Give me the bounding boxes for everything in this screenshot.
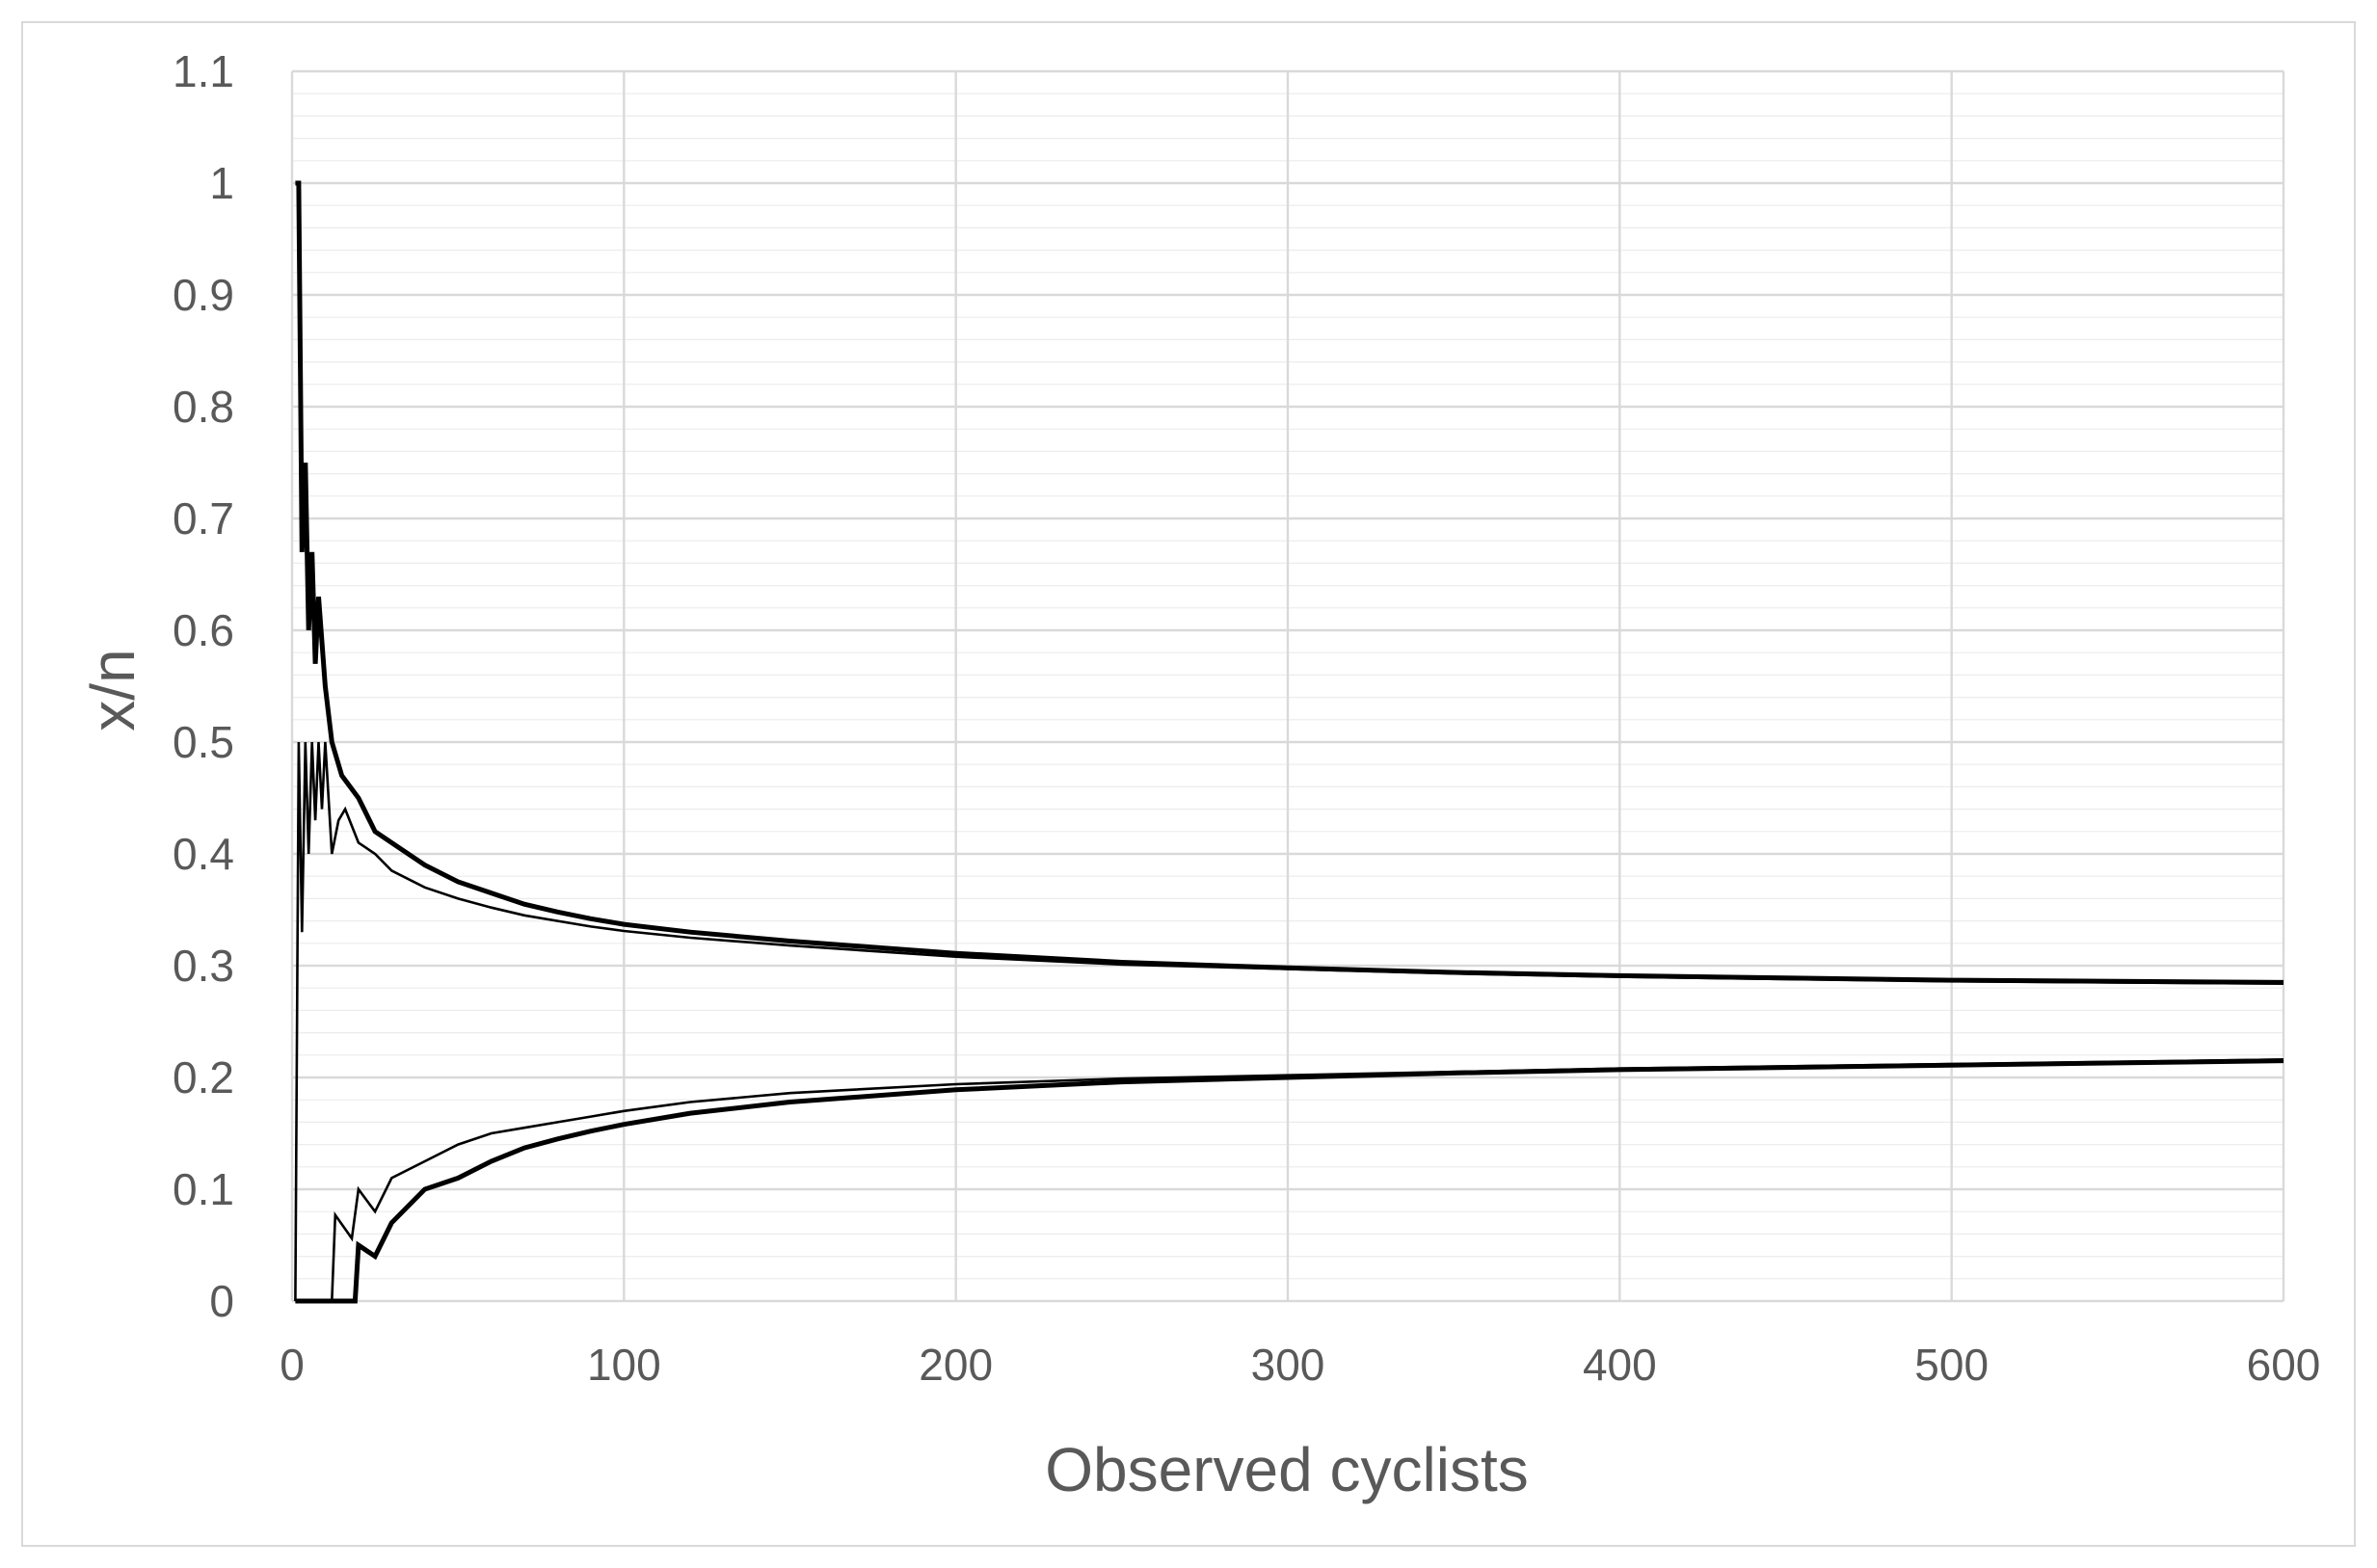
y-tick-label: 0.3 xyxy=(173,941,234,991)
x-axis-title: Observed cyclists xyxy=(1045,1435,1528,1504)
series-upper-bound-thick xyxy=(295,180,2284,985)
y-tick-label: 0.5 xyxy=(173,717,234,767)
y-tick-label: 1.1 xyxy=(173,46,234,96)
y-tick-label: 0.9 xyxy=(173,270,234,320)
y-tick-label: 1 xyxy=(209,158,234,208)
x-tick-label: 200 xyxy=(919,1340,993,1390)
y-tick-label: 0.4 xyxy=(173,829,234,879)
y-tick-label: 0 xyxy=(209,1276,234,1326)
y-tick-label: 0.1 xyxy=(173,1164,234,1214)
x-tick-label: 100 xyxy=(587,1340,661,1390)
x-tick-label: 400 xyxy=(1583,1340,1657,1390)
y-tick-label: 0.6 xyxy=(173,605,234,655)
vertical-gridlines xyxy=(290,71,2285,1301)
x-tick-label: 600 xyxy=(2247,1340,2321,1390)
y-axis-title: x/n xyxy=(78,649,147,731)
x-tick-label: 300 xyxy=(1251,1340,1325,1390)
series-layer xyxy=(294,180,2284,1304)
y-tick-label: 0.8 xyxy=(173,382,234,432)
chart-frame: 0 0.1 0.2 0.3 0.4 0.5 0.6 0.7 0.8 0.9 1 1.1 0 100 200… xyxy=(21,21,2356,1547)
line-chart: 0 0.1 0.2 0.3 0.4 0.5 0.6 0.7 0.8 0.9 1 1.1 0 100 200… xyxy=(78,46,2320,1504)
x-tick-label: 500 xyxy=(1914,1340,1989,1390)
x-tick-label: 0 xyxy=(280,1340,305,1390)
x-axis-ticks: 0 100 200 300 400 500 600 xyxy=(280,1340,2320,1390)
y-tick-label: 0.7 xyxy=(173,493,234,544)
y-axis-ticks: 0 0.1 0.2 0.3 0.4 0.5 0.6 0.7 0.8 0.9 1 1.1 xyxy=(173,46,234,1326)
series-lower-bound-thick xyxy=(295,1058,2284,1304)
series-upper-bound-thin xyxy=(294,741,2284,1302)
y-tick-label: 0.2 xyxy=(173,1052,234,1103)
series-lower-bound-thin xyxy=(295,1058,2284,1303)
